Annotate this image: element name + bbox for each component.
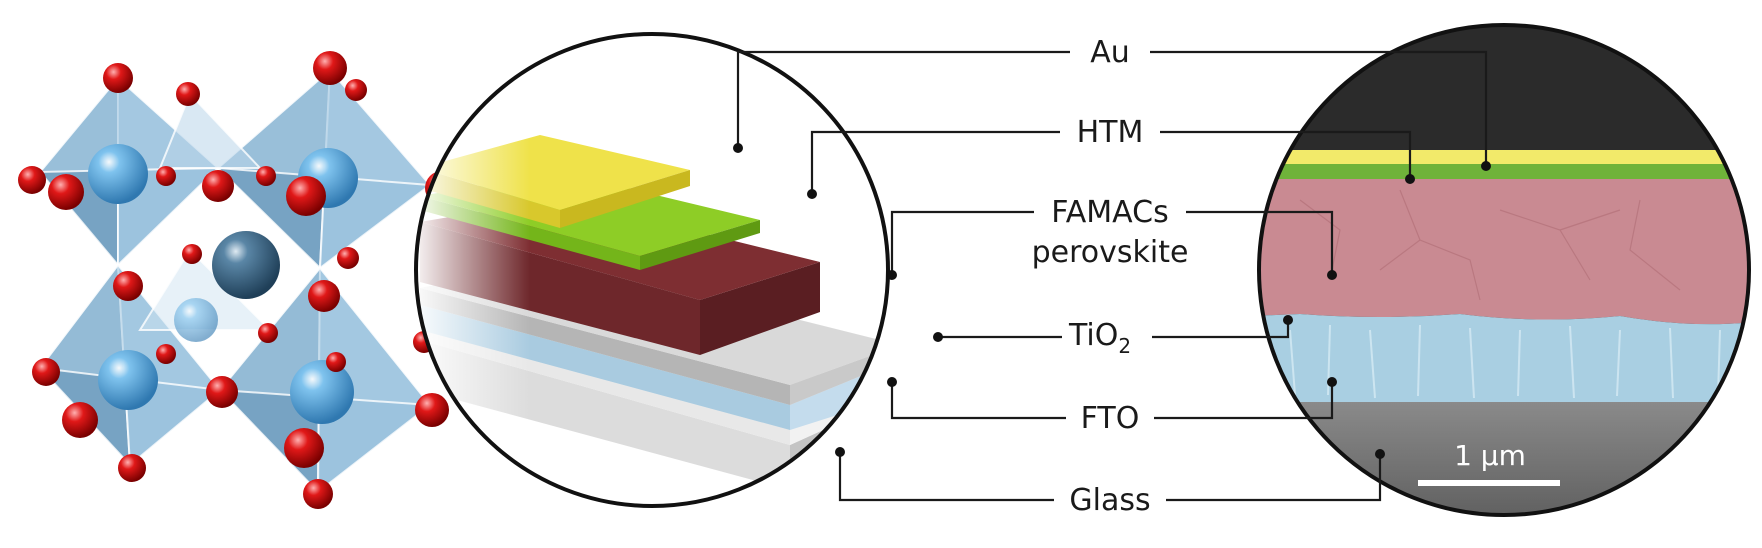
- label-tio2: TiO2: [1068, 318, 1131, 358]
- scale-bar-label: 1 µm: [1454, 439, 1526, 472]
- b-site-ball: [88, 144, 148, 204]
- label-au: Au: [1090, 35, 1130, 70]
- sem-circle: [1257, 23, 1751, 517]
- layer-labels: Au HTM FAMACs perovskite TiO2 FTO Glass: [733, 35, 1491, 518]
- b-site-ball: [174, 298, 218, 342]
- label-fto: FTO: [1081, 401, 1140, 436]
- label-perovskite: perovskite: [1032, 235, 1189, 270]
- label-famacs: FAMACs: [1051, 195, 1168, 230]
- a-site-ball: [212, 231, 280, 299]
- schematic-circle: [414, 32, 890, 508]
- label-glass: Glass: [1069, 483, 1150, 518]
- crystal-structure: [18, 51, 459, 509]
- b-site-ball: [290, 360, 354, 424]
- scale-bar: [1418, 480, 1560, 486]
- label-htm: HTM: [1077, 115, 1144, 150]
- device-schematic: [414, 32, 890, 508]
- sem-cross-section: 1 µm: [1257, 23, 1751, 517]
- b-site-ball: [98, 350, 158, 410]
